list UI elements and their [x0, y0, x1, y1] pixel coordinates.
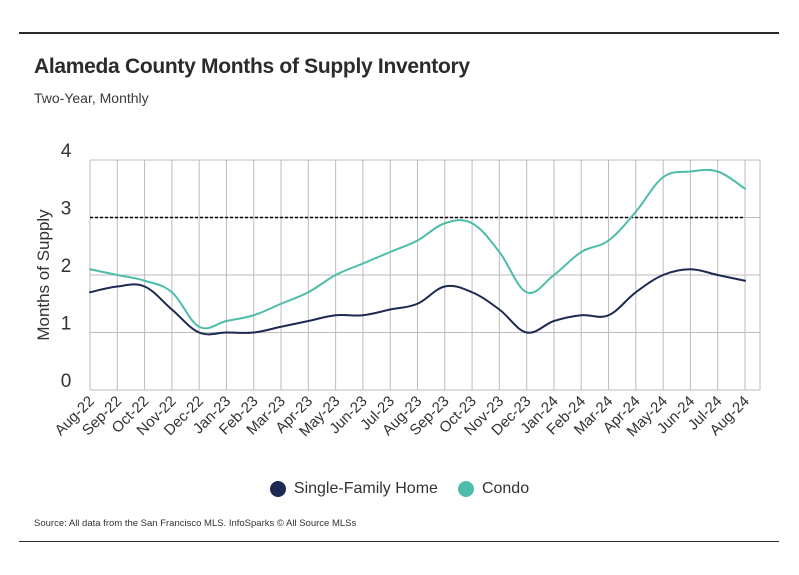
horizontal-gridlines: [90, 159, 760, 333]
y-axis-title: Months of Supply: [34, 209, 53, 341]
legend: Single-Family Home Condo: [0, 480, 799, 498]
series-group: [89, 168, 746, 336]
chart-subtitle: Two-Year, Monthly: [34, 90, 149, 106]
x-tick-labels: Aug-22Sep-22Oct-22Nov-22Dec-22Jan-23Feb-…: [52, 393, 753, 440]
y-tick-label: 2: [61, 256, 72, 277]
bottom-rule: [19, 541, 779, 542]
y-tick-label: 4: [61, 141, 72, 162]
series-line-single-family: [89, 268, 746, 336]
legend-label-condo: Condo: [481, 480, 530, 497]
series-line-condo: [89, 168, 746, 330]
chart-title: Alameda County Months of Supply Inventor…: [34, 55, 470, 78]
legend-swatch-condo: [457, 481, 474, 497]
legend-swatch-single-family: [269, 481, 286, 497]
vertical-gridlines: [89, 160, 761, 391]
y-tick-labels: 0 1 2 3 4: [61, 141, 72, 392]
top-rule: [19, 32, 779, 34]
source-note: Source: All data from the San Francisco …: [34, 518, 357, 529]
legend-item-single-family: Single-Family Home: [269, 480, 438, 498]
y-tick-label: 3: [61, 199, 72, 220]
y-tick-label: 1: [61, 314, 72, 335]
legend-label-single-family: Single-Family Home: [293, 480, 438, 497]
legend-item-condo: Condo: [457, 480, 530, 498]
y-tick-label: 0: [61, 371, 72, 392]
